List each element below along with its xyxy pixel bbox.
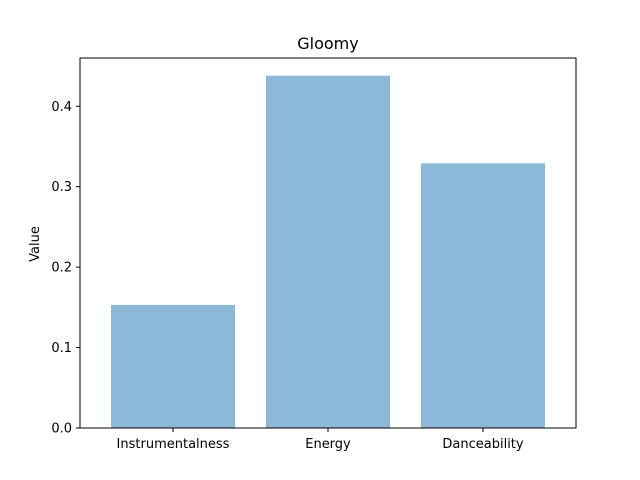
y-axis-label: Value (28, 226, 43, 262)
y-axis-ticks: 0.0 0.1 0.2 0.3 0.4 (51, 100, 80, 437)
y-tick-label: 0.3 (51, 180, 72, 195)
x-tick-label: Energy (305, 437, 351, 452)
bar-energy (266, 75, 390, 429)
x-tick-label: Danceability (442, 437, 524, 452)
x-tick-label: Instrumentalness (117, 437, 230, 452)
y-tick-label: 0.4 (51, 100, 72, 115)
y-tick-label: 0.1 (51, 341, 72, 356)
y-tick-label: 0.0 (51, 422, 72, 437)
x-axis-ticks: Instrumentalness Energy Danceability (117, 428, 524, 452)
chart-title: Gloomy (297, 34, 358, 53)
bar-instrumentalness (111, 304, 235, 428)
y-tick-label: 0.2 (51, 261, 72, 276)
plot-frame (79, 57, 577, 429)
bars-group (111, 75, 545, 429)
bar-danceability (421, 163, 545, 428)
